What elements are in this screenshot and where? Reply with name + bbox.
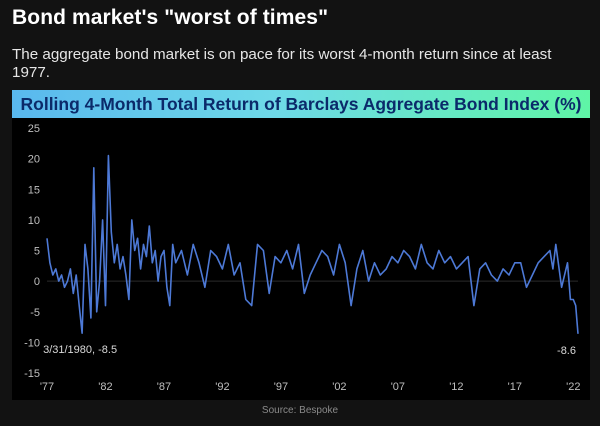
y-tick-label: 15: [28, 184, 40, 196]
y-tick-label: 25: [28, 123, 40, 135]
y-tick-label: -5: [30, 307, 40, 319]
x-tick-label: '97: [274, 381, 288, 393]
chart-title: Rolling 4-Month Total Return of Barclays…: [12, 90, 590, 118]
data-annotation: -8.6: [557, 345, 576, 357]
x-tick-label: '02: [332, 381, 346, 393]
y-tick-label: 0: [34, 276, 40, 288]
page-title: Bond market's "worst of times": [12, 6, 329, 29]
x-tick-label: '17: [508, 381, 522, 393]
x-tick-label: '87: [157, 381, 171, 393]
x-tick-label: '12: [449, 381, 463, 393]
chart-panel: Rolling 4-Month Total Return of Barclays…: [12, 90, 590, 400]
x-tick-label: '82: [98, 381, 112, 393]
line-chart: 25 20 15 10 5 0 -5 -10 -15'77 '82 '87 '92 '97 '02 '07 '…: [24, 123, 580, 393]
page-subtitle: The aggregate bond market is on pace for…: [12, 46, 552, 81]
y-tick-label: 10: [28, 215, 40, 227]
x-tick-label: '77: [40, 381, 54, 393]
x-tick-label: '92: [215, 381, 229, 393]
source-note: Source: Bespoke: [261, 405, 339, 416]
x-tick-label: '07: [391, 381, 405, 393]
y-tick-label: 5: [34, 246, 40, 258]
y-tick-label: 20: [28, 154, 40, 166]
data-annotation: 3/31/1980, -8.5: [43, 344, 117, 356]
x-tick-label: '22: [566, 381, 580, 393]
y-tick-label: -15: [24, 368, 40, 380]
y-tick-label: -10: [24, 337, 40, 349]
series-line: [46, 154, 579, 334]
